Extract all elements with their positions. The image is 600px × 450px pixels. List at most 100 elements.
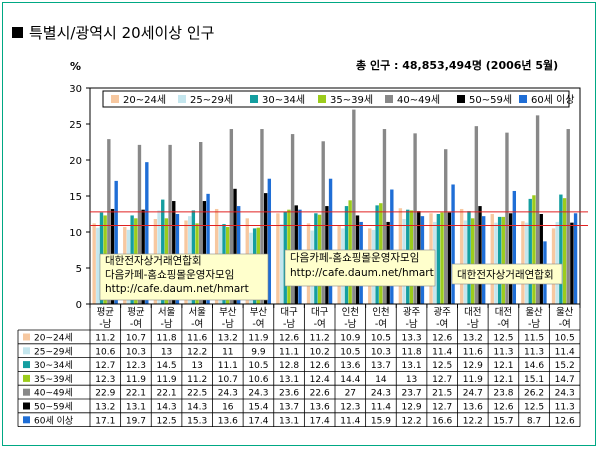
- bar: [96, 227, 100, 304]
- data-label: 13.1: [279, 375, 299, 385]
- bar: [161, 199, 165, 304]
- data-label: 10.5: [555, 334, 575, 344]
- data-label: 13.2: [95, 403, 115, 413]
- data-label: 11.4: [555, 347, 575, 357]
- data-label: 15.4: [248, 403, 268, 413]
- data-label: 10.7: [218, 375, 238, 385]
- bar: [470, 218, 475, 304]
- x-tick-label: 광주: [403, 306, 421, 318]
- bar: [92, 223, 96, 304]
- data-label: 12.8: [279, 361, 299, 371]
- x-tick-label: 평균: [127, 307, 145, 318]
- data-label: 14.4: [340, 375, 360, 385]
- annotation-text: 대한전자상거래연합회: [457, 269, 554, 281]
- bar: [352, 109, 356, 304]
- data-label: 9.9: [251, 347, 266, 357]
- data-label: 15.9: [371, 416, 391, 426]
- bar: [570, 222, 574, 304]
- data-label: 13: [161, 347, 172, 357]
- bar: [260, 129, 264, 304]
- y-axis-unit: %: [70, 60, 82, 73]
- bar: [562, 198, 567, 304]
- data-label: 11.9: [248, 334, 268, 344]
- data-label: 15.7: [493, 416, 513, 426]
- data-label: 13: [191, 361, 202, 371]
- data-label: 12.1: [493, 375, 513, 385]
- bar: [206, 193, 210, 304]
- slide-frame: [2, 2, 596, 446]
- x-tick-label: 부산: [219, 307, 237, 318]
- data-label: 13.7: [371, 361, 391, 371]
- data-label: 16.6: [432, 416, 452, 426]
- data-label: 11.4: [432, 347, 452, 357]
- data-label: 13.6: [218, 416, 238, 426]
- page-title: 특별시/광역시 20세이상 인구: [12, 22, 214, 43]
- data-label: 11.6: [463, 347, 483, 357]
- data-label: 22.6: [310, 389, 330, 399]
- data-label: 13.7: [279, 403, 299, 413]
- bar: [263, 193, 268, 304]
- annotation-box: [99, 253, 269, 301]
- bar: [521, 221, 525, 304]
- bar: [532, 195, 536, 304]
- data-label: 14.5: [157, 361, 177, 371]
- x-tick-label: -여: [375, 318, 387, 330]
- data-label: 13.2: [218, 334, 238, 344]
- data-label: 13.1: [126, 403, 146, 413]
- data-label: 10.3: [371, 347, 391, 357]
- data-label: 24.3: [248, 389, 268, 399]
- data-label: 22.9: [95, 389, 115, 399]
- legend-swatch: [519, 95, 527, 103]
- data-label: 12.9: [463, 361, 483, 371]
- legend-label: 35~39세: [330, 94, 373, 106]
- x-tick-label: -여: [252, 318, 264, 330]
- data-label: 11.1: [279, 347, 299, 357]
- table-legend-swatch: [23, 333, 30, 341]
- data-label: 12.5: [524, 403, 544, 413]
- data-label: 12.7: [95, 361, 115, 371]
- bar: [467, 211, 471, 304]
- data-label: 12.3: [95, 375, 115, 385]
- table-legend-swatch: [23, 388, 30, 396]
- bar: [463, 220, 468, 304]
- bar: [501, 216, 505, 304]
- table-row-label: 30~34세: [34, 360, 73, 371]
- bar: [482, 216, 486, 304]
- data-label: 11.8: [157, 334, 177, 344]
- bar: [528, 198, 532, 304]
- table-row-label: 40~49세: [34, 388, 73, 399]
- bar: [508, 213, 513, 304]
- bar: [573, 213, 578, 304]
- bar: [328, 178, 333, 304]
- bar: [444, 149, 448, 304]
- bar: [555, 221, 559, 304]
- annotation-box: [284, 249, 436, 287]
- data-label: 15.1: [524, 375, 544, 385]
- bar: [172, 201, 176, 304]
- table-legend-swatch: [23, 402, 30, 410]
- table-legend-swatch: [23, 416, 30, 424]
- data-label: 24.3: [555, 389, 575, 399]
- bar: [290, 134, 295, 304]
- data-label: 11.3: [524, 347, 544, 357]
- table-row-label: 25~29세: [34, 346, 73, 357]
- bar: [459, 208, 464, 304]
- data-label: 17.1: [95, 416, 115, 426]
- legend-swatch: [318, 95, 326, 103]
- annotation-text: 다음카페-홈쇼핑몰운영자모임: [105, 268, 234, 281]
- bar: [490, 214, 494, 304]
- data-label: 8.7: [527, 416, 541, 426]
- legend-label: 20~24세: [123, 94, 166, 106]
- x-tick-label: 광주: [433, 306, 451, 318]
- data-label: 13.2: [463, 334, 483, 344]
- x-tick-label: 대전: [495, 307, 512, 318]
- bar: [539, 214, 543, 304]
- bar: [524, 222, 529, 304]
- bullet-square-icon: [12, 27, 23, 38]
- bar: [382, 129, 387, 304]
- legend-label: 40~49세: [397, 94, 440, 106]
- bar: [321, 141, 325, 304]
- data-label: 10.7: [126, 334, 146, 344]
- data-label: 10.6: [248, 375, 268, 385]
- bar: [276, 213, 280, 304]
